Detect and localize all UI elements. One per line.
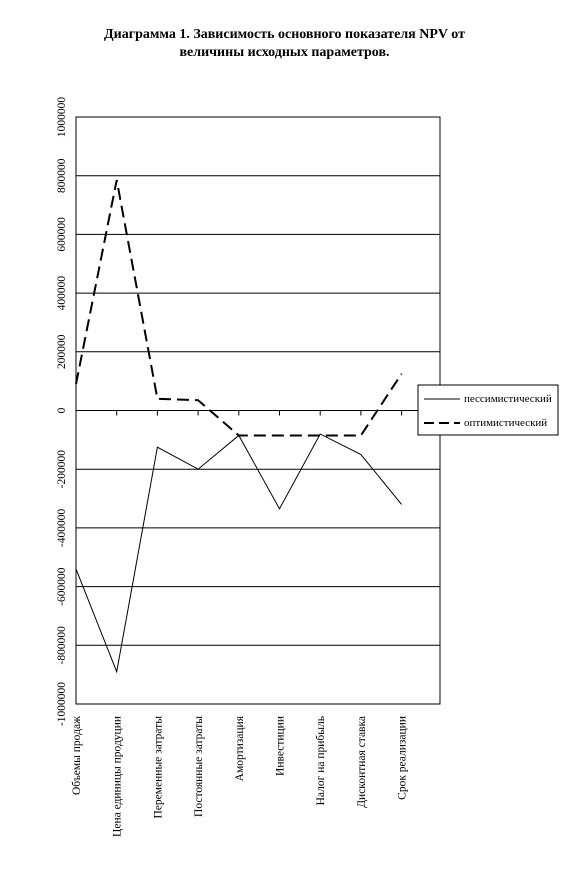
y-tick-labels: -1000000 -800000 -600000 -400000 -200000 0 200… — [56, 97, 68, 726]
series — [75, 179, 403, 674]
y-tick-label-2: -600000 — [56, 567, 68, 606]
x-tick-label-7: Дисконтная ставка — [356, 716, 368, 808]
y-tick-label-1: -800000 — [56, 626, 68, 665]
legend-box — [417, 384, 559, 436]
chart-title-line-1: Диаграмма 1. Зависимость основного показ… — [104, 27, 465, 42]
y-tick-label-6: 200000 — [56, 334, 68, 369]
chart-title: Диаграмма 1. Зависимость основного показ… — [0, 26, 569, 62]
axes — [75, 410, 443, 416]
y-tick-label-3: -400000 — [56, 508, 68, 547]
y-tick-label-10: 1000000 — [56, 97, 68, 138]
y-tick-label-5: 0 — [56, 407, 68, 413]
y-tick-label-9: 800000 — [56, 158, 68, 193]
legend-label-0: пессимистический — [464, 393, 552, 405]
y-tick-label-7: 400000 — [56, 276, 68, 311]
gridlines — [76, 175, 440, 646]
x-tick-label-1: Цена единицы продуции — [112, 716, 124, 837]
x-tick-label-2: Переменные затраты — [152, 716, 164, 819]
x-tick-label-6: Налог на прибыль — [315, 716, 327, 805]
legend: пессимистический оптимистический — [417, 384, 559, 436]
x-tick-label-5: Инвестиции — [275, 716, 287, 776]
y-tick-label-0: -1000000 — [56, 682, 68, 726]
x-tick-label-0: Объемы продаж — [71, 716, 83, 795]
x-tick-label-4: Амортизация — [234, 715, 246, 781]
legend-label-1: оптимистический — [464, 417, 547, 429]
y-tick-label-8: 600000 — [56, 217, 68, 252]
x-tick-labels: Объемы продаж Цена единицы продуции Переме… — [71, 715, 409, 837]
x-tick-label-3: Постоянные затраты — [193, 716, 205, 817]
y-tick-label-4: -200000 — [56, 450, 68, 489]
series-line-1 — [75, 179, 403, 437]
chart-title-line-2: величины исходных параметров. — [179, 45, 390, 60]
x-tick-label-8: Срок реализации — [397, 716, 409, 800]
